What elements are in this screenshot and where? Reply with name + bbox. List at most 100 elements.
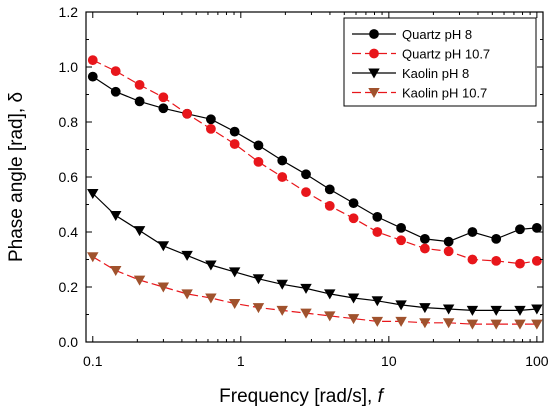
data-point <box>253 156 264 167</box>
data-point <box>158 92 169 103</box>
data-point <box>157 241 170 252</box>
plot-area <box>87 55 543 330</box>
series-quartz-ph-10-7 <box>87 55 542 269</box>
data-point <box>348 198 359 209</box>
data-point <box>276 279 288 290</box>
legend-label: Kaolin pH 8 <box>402 66 469 81</box>
data-point <box>515 224 525 235</box>
data-point <box>395 316 407 327</box>
data-point <box>253 140 264 151</box>
data-point <box>229 126 240 137</box>
data-point <box>324 289 336 300</box>
data-point <box>396 222 406 233</box>
legend-marker <box>368 68 380 79</box>
data-point <box>228 267 241 278</box>
data-point <box>276 305 288 316</box>
data-point <box>110 266 122 277</box>
data-point <box>157 282 170 293</box>
data-point <box>396 235 406 246</box>
data-point <box>443 236 454 247</box>
legend-label: Quartz pH 8 <box>402 27 472 42</box>
legend-label: Kaolin pH 10.7 <box>402 86 487 101</box>
y-axis-label: Phase angle [rad], δ <box>6 92 27 262</box>
x-tick-label: 0.1 <box>83 353 103 369</box>
data-point <box>531 319 543 330</box>
data-point <box>531 255 542 266</box>
data-point <box>372 211 383 222</box>
data-point <box>301 169 311 180</box>
data-point <box>182 108 193 119</box>
data-point <box>181 250 193 261</box>
data-point <box>158 103 169 114</box>
x-tick-label: 100 <box>525 353 549 369</box>
x-tick-label: 1 <box>237 353 245 369</box>
data-point <box>324 200 335 211</box>
data-point <box>87 71 98 82</box>
legend-marker <box>368 88 380 99</box>
axes: 0.0 0.2 0.4 0.6 0.8 1.0 1.2 0.1 1 10 100 <box>59 4 549 369</box>
data-point <box>300 283 312 294</box>
legend-entry: Quartz pH 10.7 <box>352 47 490 62</box>
legend-label: Quartz pH 10.7 <box>402 47 490 62</box>
data-point <box>252 274 265 285</box>
data-point <box>514 319 526 330</box>
data-point <box>442 304 455 315</box>
data-point <box>531 222 542 233</box>
data-point <box>277 172 288 182</box>
data-point <box>277 155 288 166</box>
data-point <box>300 308 312 319</box>
legend-entry: Kaolin pH 10.7 <box>352 86 487 101</box>
data-point <box>466 319 479 330</box>
legend-marker <box>369 48 379 59</box>
legend-entry: Kaolin pH 8 <box>352 66 469 81</box>
data-point <box>419 243 430 254</box>
x-axis-label: Frequency [rad/s], f <box>219 386 384 407</box>
data-point <box>348 213 359 224</box>
data-point <box>133 275 146 286</box>
data-point <box>133 226 146 237</box>
legend: Quartz pH 8 Quartz pH 10.7 Kaolin pH 8 Kaol… <box>343 17 537 107</box>
data-point <box>372 227 383 237</box>
y-tick-label: 1.2 <box>59 4 79 20</box>
data-point <box>347 293 360 304</box>
data-point <box>87 252 99 263</box>
data-point <box>205 114 216 125</box>
data-point <box>324 311 336 322</box>
data-point <box>514 305 526 316</box>
data-point <box>228 299 241 310</box>
data-point <box>324 184 335 195</box>
data-point <box>531 304 543 315</box>
data-point <box>134 96 145 107</box>
data-point <box>515 258 525 269</box>
x-tick-label: 10 <box>381 353 397 369</box>
data-point <box>87 189 99 200</box>
data-point <box>419 303 431 314</box>
data-point <box>419 233 430 244</box>
data-point <box>87 55 98 66</box>
series-line <box>92 256 537 325</box>
data-point <box>134 79 145 90</box>
data-point <box>490 305 502 316</box>
data-point <box>466 305 479 316</box>
data-point <box>491 233 502 244</box>
data-point <box>301 187 311 198</box>
series-line <box>92 193 537 311</box>
data-point <box>110 211 122 222</box>
data-point <box>347 314 360 325</box>
data-point <box>110 86 121 97</box>
data-point <box>205 293 217 304</box>
series-kaolin-ph-10-7 <box>87 252 543 330</box>
series-quartz-ph-8 <box>87 71 542 247</box>
data-point <box>371 316 384 327</box>
data-point <box>371 296 384 307</box>
data-point <box>490 319 502 330</box>
data-point <box>252 303 265 314</box>
data-point <box>419 318 431 329</box>
y-tick-label: 0.6 <box>59 169 79 185</box>
data-point <box>110 66 121 77</box>
data-point <box>467 254 478 265</box>
y-tick-label: 0.2 <box>59 279 79 295</box>
data-point <box>491 255 502 266</box>
y-tick-label: 1.0 <box>59 59 79 75</box>
